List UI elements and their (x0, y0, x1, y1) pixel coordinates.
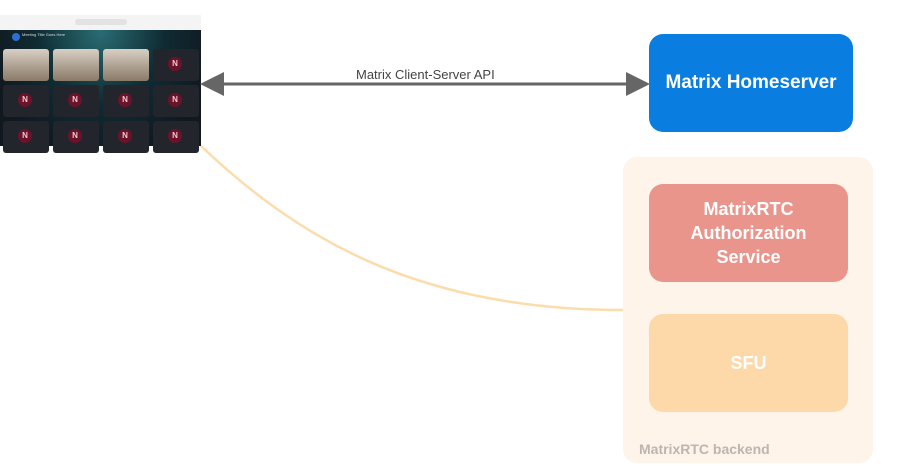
participant-tile: N (103, 85, 149, 117)
participant-tile: N (53, 85, 99, 117)
participant-tile: N (3, 121, 49, 153)
call-view: Meeting Title Goes Here N N N N N N N N N (0, 30, 201, 153)
authorization-service-node: MatrixRTC Authorization Service (649, 184, 848, 282)
participant-tile: N (153, 121, 199, 153)
participant-avatar: N (168, 57, 182, 71)
meeting-title: Meeting Title Goes Here (22, 32, 66, 37)
participant-tile (53, 49, 99, 81)
participant-avatar: N (168, 129, 182, 143)
participant-avatar: N (18, 93, 32, 107)
participant-avatar: N (168, 93, 182, 107)
participant-tile: N (53, 121, 99, 153)
client-to-backend-connection (200, 145, 624, 312)
backend-group-label: MatrixRTC backend (639, 441, 770, 457)
participant-tile (3, 49, 49, 81)
participant-tile: N (153, 49, 199, 81)
element-call-screenshot: Meeting Title Goes Here N N N N N N N N N (0, 15, 201, 153)
participant-avatar: N (118, 93, 132, 107)
client-server-api-label: Matrix Client-Server API (356, 67, 495, 82)
participant-tile: N (3, 85, 49, 117)
participant-tile: N (153, 85, 199, 117)
participant-tile: N (103, 121, 149, 153)
room-avatar (12, 33, 20, 41)
participant-avatar: N (18, 129, 32, 143)
matrix-homeserver-node: Matrix Homeserver (649, 34, 853, 132)
participant-avatar: N (118, 129, 132, 143)
participant-avatar: N (68, 129, 82, 143)
participant-tile (103, 49, 149, 81)
sfu-node: SFU (649, 314, 848, 412)
participant-avatar: N (68, 93, 82, 107)
address-bar (75, 19, 127, 25)
